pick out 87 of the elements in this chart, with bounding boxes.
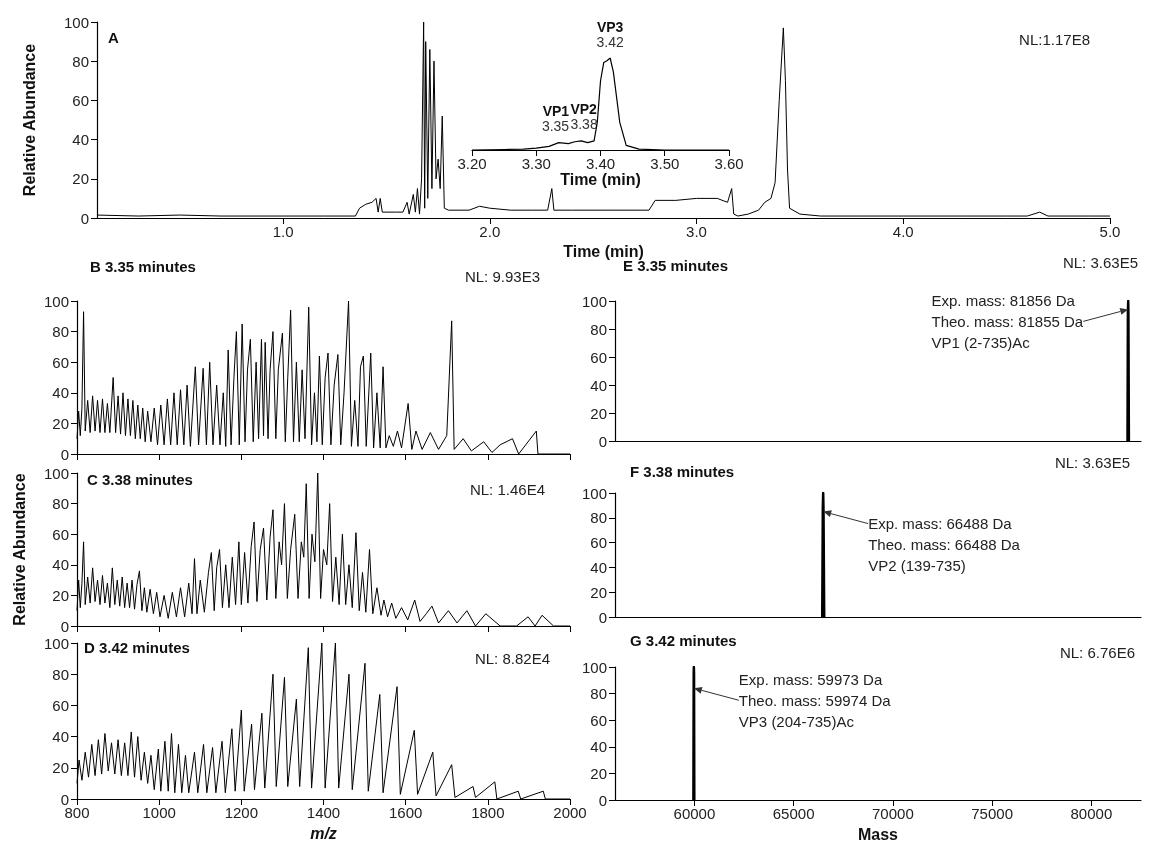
x-tick-label: 60000 xyxy=(673,805,716,822)
y-tick-label: 60 xyxy=(52,353,69,371)
x-tick-label: 1000 xyxy=(142,804,176,821)
y-tick-label: 40 xyxy=(590,376,607,394)
y-tick-label: 60 xyxy=(52,696,69,714)
y-tick-label: 60 xyxy=(52,525,69,543)
y-tick-label: 60 xyxy=(590,534,607,552)
annotation: Exp. mass: 59973 Da Theo. mass: 59974 Da VP3 (204-735)Ac xyxy=(738,670,892,730)
x-tick-label: 4.0 xyxy=(892,223,914,240)
y-tick-label: 0 xyxy=(60,445,69,463)
x-axis-title: Time (min) xyxy=(563,243,644,261)
y-tick-label: 20 xyxy=(590,764,607,782)
y-tick-label: 100 xyxy=(63,13,89,31)
annotation: Exp. mass: 66488 Da Theo. mass: 66488 Da VP2 (139-735) xyxy=(868,515,1021,575)
chart-title: G 3.42 minutes xyxy=(630,632,737,649)
x-tick-label: 3.0 xyxy=(686,223,707,240)
y-tick-label: 100 xyxy=(43,464,69,482)
x-tick-label: 3.20 xyxy=(457,155,487,172)
x-tick-label: 1400 xyxy=(306,804,341,821)
y-tick-label: 80 xyxy=(590,685,607,703)
y-tick-label: 40 xyxy=(72,131,89,149)
y-tick-label: 100 xyxy=(581,658,607,676)
text: A xyxy=(108,29,119,46)
y-tick-label: 40 xyxy=(52,556,69,574)
y-tick-label: 20 xyxy=(72,170,89,188)
text: NL: 3.63E5 xyxy=(1062,254,1139,271)
chart-title: C 3.38 minutes xyxy=(87,471,193,488)
y-tick-label: 20 xyxy=(52,759,69,777)
x-tick-label: 70000 xyxy=(872,805,914,822)
x-tick-label: 2.0 xyxy=(479,223,501,240)
y-tick-label: 20 xyxy=(52,414,69,432)
annotation: NL: 8.82E4 xyxy=(474,650,551,667)
x-tick-label: 5.0 xyxy=(1099,223,1121,240)
chart-title: B 3.35 minutes xyxy=(90,258,196,275)
y-tick-label: 0 xyxy=(598,432,607,450)
x-tick-label: 2000 xyxy=(553,804,587,821)
x-tick-label: 80000 xyxy=(1070,805,1113,822)
chart-title: F 3.38 minutes xyxy=(630,463,735,480)
x-axis-title: m/z xyxy=(310,824,337,842)
annotation: Exp. mass: 81856 Da Theo. mass: 81855 Da VP1 (2-735)Ac xyxy=(931,291,1084,351)
y-tick-label: 0 xyxy=(598,791,607,809)
y-tick-label: 80 xyxy=(590,320,607,338)
x-tick-label: 3.30 xyxy=(521,155,551,172)
text: NL: 3.63E5 xyxy=(1054,454,1131,471)
y-axis-title: Relative Abundance xyxy=(10,473,28,626)
y-tick-label: 80 xyxy=(590,509,607,527)
y-tick-label: 80 xyxy=(72,52,89,70)
x-tick-label: 75000 xyxy=(971,805,1013,822)
y-axis-title: Relative Abundance xyxy=(20,43,38,197)
chart-title: D 3.42 minutes xyxy=(84,639,190,656)
x-tick-label: 1800 xyxy=(471,804,505,821)
text: NL: 6.76E6 xyxy=(1059,644,1136,661)
y-tick-label: 100 xyxy=(43,634,69,652)
y-tick-label: 40 xyxy=(590,738,607,756)
y-tick-label: 40 xyxy=(590,558,607,576)
x-tick-label: 1200 xyxy=(224,804,259,821)
text: NL: 9.93E3 xyxy=(464,268,541,285)
y-tick-label: 60 xyxy=(590,711,607,729)
x-tick-label: 1600 xyxy=(388,804,423,821)
y-tick-label: 0 xyxy=(60,617,69,635)
x-tick-label: 65000 xyxy=(772,805,815,822)
x-tick-label: 3.40 xyxy=(585,155,616,172)
y-tick-label: 60 xyxy=(590,348,607,366)
x-tick-label: 3.50 xyxy=(650,155,680,172)
y-tick-label: 20 xyxy=(590,583,607,601)
y-tick-label: 60 xyxy=(72,91,89,109)
y-tick-label: 20 xyxy=(590,404,607,422)
x-tick-label: 3.60 xyxy=(714,155,744,172)
y-tick-label: 0 xyxy=(80,209,89,227)
annotation: VP1 3.35 xyxy=(541,103,570,135)
annotation: NL:1.17E8 xyxy=(1019,31,1091,48)
y-tick-label: 100 xyxy=(581,484,607,502)
x-axis-title: Time (min) xyxy=(560,171,641,189)
annotation: VP2 3.38 xyxy=(570,101,598,133)
y-tick-label: 100 xyxy=(581,292,607,310)
annotation: VP3 3.42 xyxy=(596,18,624,50)
annotation: NL: 1.46E4 xyxy=(469,481,546,498)
y-tick-label: 0 xyxy=(598,608,607,626)
y-tick-label: 40 xyxy=(52,728,69,746)
x-tick-label: 1.0 xyxy=(272,223,294,240)
x-axis-title: Mass xyxy=(857,825,899,843)
y-tick-label: 40 xyxy=(52,384,69,402)
y-tick-label: 100 xyxy=(43,292,69,310)
y-tick-label: 80 xyxy=(52,495,69,513)
y-tick-label: 80 xyxy=(52,665,69,683)
y-tick-label: 20 xyxy=(52,586,69,604)
y-tick-label: 80 xyxy=(52,323,69,341)
